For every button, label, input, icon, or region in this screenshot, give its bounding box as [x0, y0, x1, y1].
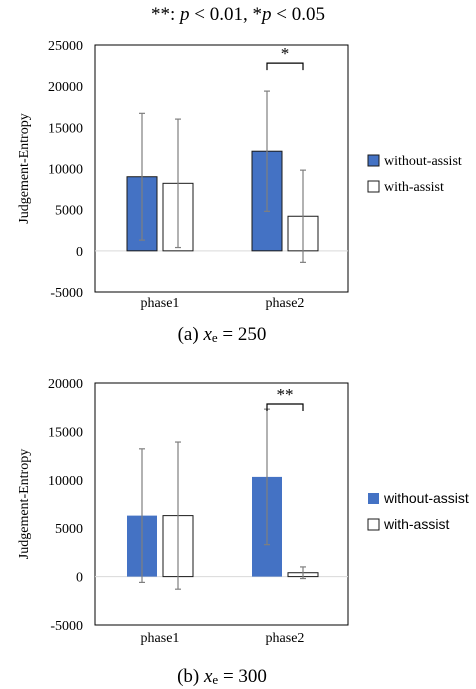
- y-tick-label: 5000: [55, 522, 83, 537]
- y-tick-label: 15000: [48, 425, 83, 440]
- y-tick-label: 20000: [48, 80, 83, 95]
- legend-swatch-without-assist: [368, 493, 379, 504]
- y-tick-label: -5000: [50, 619, 83, 634]
- x-tick-label: phase1: [141, 631, 180, 646]
- y-axis-label: Judgement-Entropy: [17, 113, 32, 223]
- plot-frame: [94, 44, 349, 293]
- significance-label: **: [277, 385, 294, 404]
- chart-b: 20000 15000 10000 5000 0 -5000 Judgement-Entro…: [17, 377, 469, 646]
- y-tick-label: 5000: [55, 204, 83, 219]
- legend-label-without-assist: without-assist: [384, 154, 462, 169]
- legend-swatch-without-assist: [367, 154, 380, 167]
- y-tick-label: 20000: [48, 377, 83, 392]
- y-tick-label: 10000: [48, 474, 83, 489]
- legend-label-without-assist: without-assist: [383, 490, 469, 506]
- y-tick-label: 25000: [48, 39, 83, 54]
- chart-a: 25000 20000 15000 10000 5000 0 -5000 Judgement-…: [17, 39, 462, 311]
- legend-label-with-assist: with-assist: [383, 516, 449, 532]
- significance-bracket: [266, 62, 304, 71]
- x-tick-label: phase2: [266, 296, 305, 311]
- x-tick-label: phase2: [266, 631, 305, 646]
- significance-label: *: [281, 44, 290, 63]
- caption-b: (b) xe = 300: [177, 666, 267, 687]
- plot-frame: [94, 382, 349, 626]
- legend-swatch-with-assist: [367, 180, 380, 193]
- y-tick-label: 10000: [48, 163, 83, 178]
- y-axis-label: Judgement-Entropy: [17, 449, 32, 559]
- significance-note: **: p < 0.01, *p < 0.05: [151, 4, 325, 25]
- caption-a: (a) xe = 250: [178, 324, 267, 345]
- significance-bracket: [266, 403, 304, 411]
- x-tick-label: phase1: [141, 296, 180, 311]
- y-tick-label: 0: [76, 245, 83, 260]
- legend-label-with-assist: with-assist: [384, 180, 444, 195]
- y-tick-label: -5000: [50, 286, 83, 301]
- legend-swatch-with-assist: [367, 518, 380, 531]
- y-tick-label: 15000: [48, 121, 83, 136]
- y-tick-label: 0: [76, 571, 83, 586]
